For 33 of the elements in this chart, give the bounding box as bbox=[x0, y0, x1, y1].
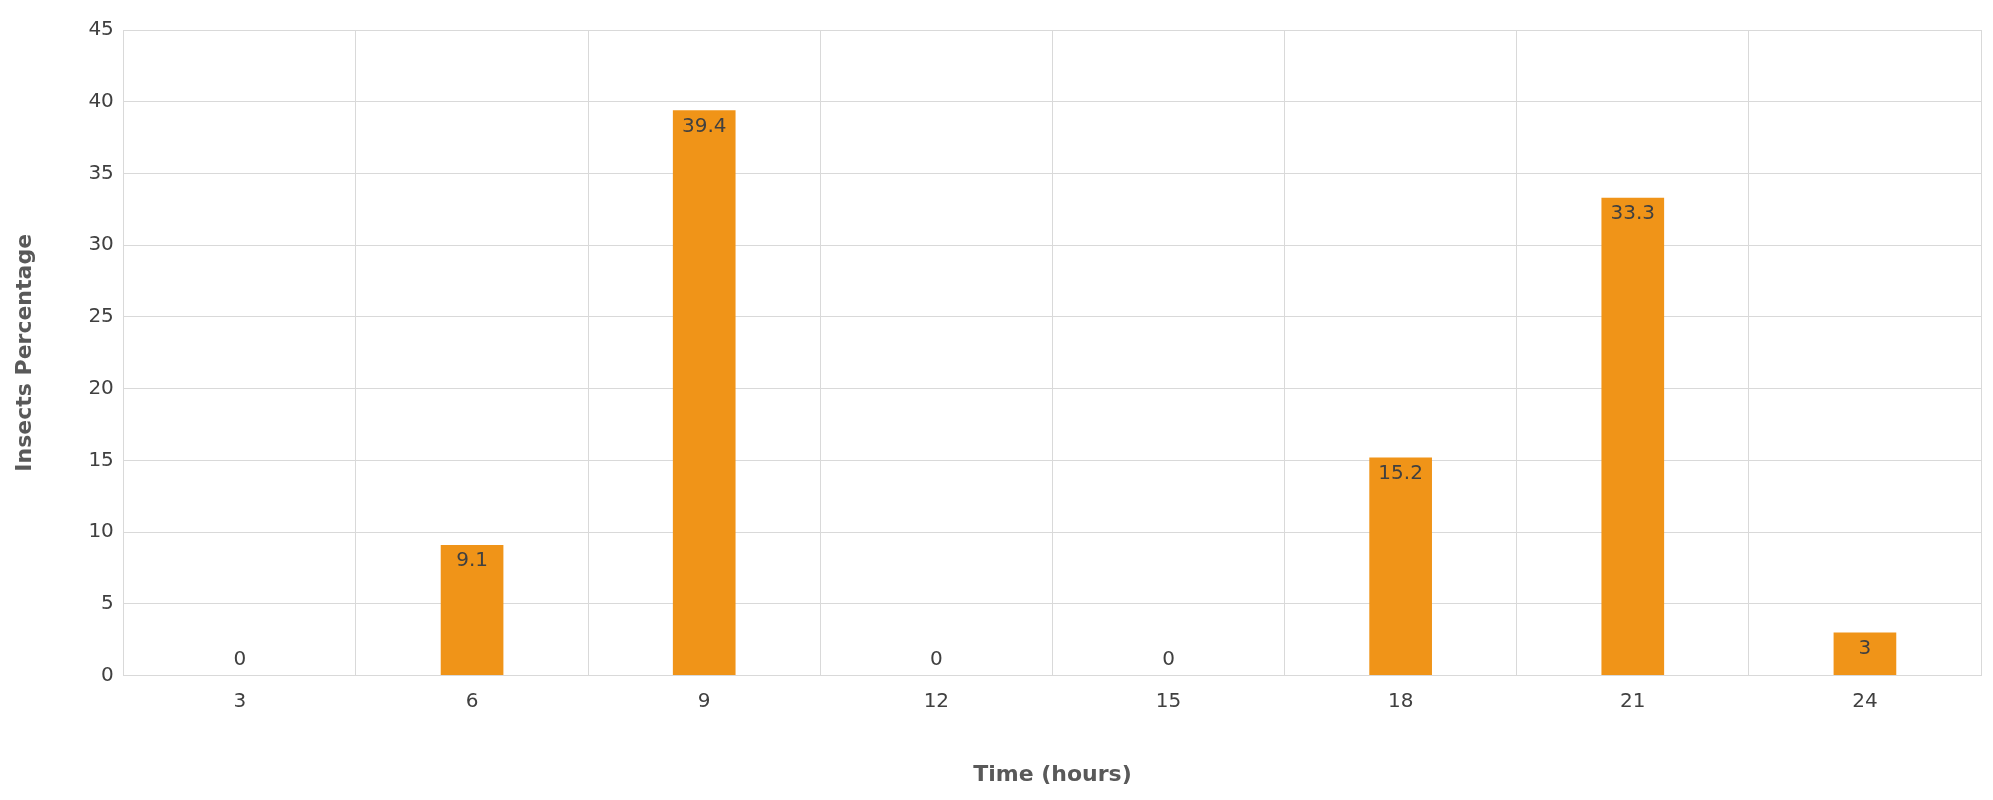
data-label: 15.2 bbox=[1378, 459, 1423, 484]
y-tick-label: 20 bbox=[88, 374, 114, 399]
y-tick-label: 15 bbox=[88, 446, 114, 471]
x-tick-label: 6 bbox=[465, 687, 479, 712]
x-tick-label: 21 bbox=[1620, 687, 1646, 712]
y-tick-label: 0 bbox=[101, 661, 114, 686]
y-axis-title: Insects Percentage bbox=[10, 233, 36, 472]
y-tick-label: 45 bbox=[88, 16, 114, 41]
data-label: 0 bbox=[1162, 645, 1175, 670]
data-label: 0 bbox=[233, 645, 247, 670]
x-tick-label: 18 bbox=[1387, 687, 1414, 712]
bar bbox=[1369, 457, 1432, 676]
bar bbox=[672, 110, 736, 676]
y-tick-label: 25 bbox=[88, 303, 114, 328]
x-tick-label: 9 bbox=[697, 687, 711, 712]
x-tick-label: 15 bbox=[1155, 687, 1182, 712]
y-tick-label: 5 bbox=[101, 590, 114, 615]
y-tick-label: 10 bbox=[88, 518, 114, 543]
data-label: 39.4 bbox=[681, 112, 727, 137]
bar bbox=[1833, 632, 1897, 676]
y-tick-label: 40 bbox=[88, 87, 114, 112]
y-tick-label: 35 bbox=[88, 159, 114, 184]
x-axis-title: Time (hours) bbox=[973, 760, 1132, 786]
data-label: 0 bbox=[929, 645, 943, 670]
y-tick-label: 30 bbox=[88, 231, 114, 256]
data-label: 3 bbox=[1858, 634, 1872, 659]
x-tick-label: 3 bbox=[233, 687, 247, 712]
x-tick-label: 24 bbox=[1852, 687, 1878, 712]
data-label: 33.3 bbox=[1610, 200, 1656, 225]
bar bbox=[440, 545, 504, 676]
data-label: 9.1 bbox=[456, 547, 488, 572]
bar bbox=[1601, 197, 1665, 676]
x-tick-label: 12 bbox=[923, 687, 950, 712]
